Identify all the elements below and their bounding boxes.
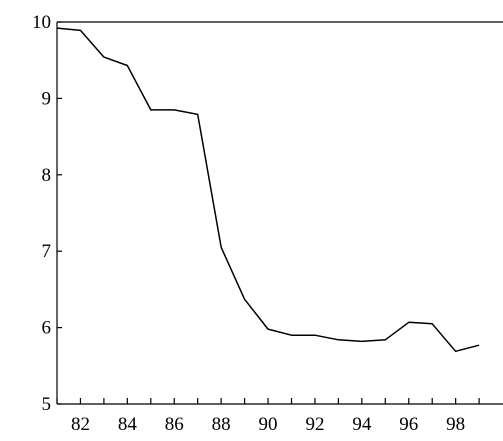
x-tick-label: 98 bbox=[446, 414, 465, 435]
y-tick-label: 10 bbox=[32, 12, 51, 33]
y-tick-label: 7 bbox=[42, 241, 52, 262]
x-tick-label: 90 bbox=[259, 414, 278, 435]
x-tick-label: 92 bbox=[305, 414, 324, 435]
x-tick-label: 94 bbox=[352, 414, 372, 435]
y-tick-label: 6 bbox=[42, 318, 52, 339]
series-group bbox=[56, 27, 480, 353]
plot-frame bbox=[56, 21, 503, 405]
y-tick-label: 5 bbox=[42, 394, 52, 415]
x-tick-label: 88 bbox=[212, 414, 231, 435]
x-tick-label: 86 bbox=[165, 414, 184, 435]
x-tick-label: 82 bbox=[71, 414, 90, 435]
y-tick-label: 9 bbox=[42, 88, 52, 109]
y-tick-label: 8 bbox=[42, 165, 52, 186]
series-line bbox=[56, 27, 480, 353]
y-axis: 5 6 7 8 9 10 bbox=[32, 12, 62, 415]
x-tick-label: 96 bbox=[399, 414, 418, 435]
x-axis: 82 84 86 88 90 92 94 96 98 bbox=[56, 398, 480, 435]
x-tick-label: 84 bbox=[118, 414, 138, 435]
